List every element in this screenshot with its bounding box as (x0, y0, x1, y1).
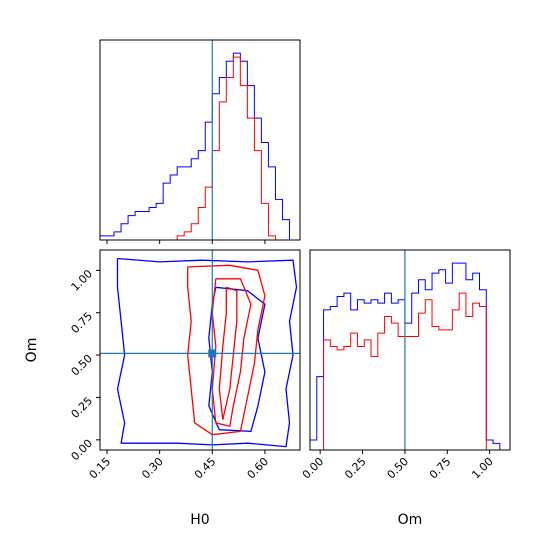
y-axis-label-om: Om (24, 338, 40, 363)
x-axis-label-om: Om (398, 512, 423, 528)
axes-frame (99, 39, 301, 241)
axes-frame (309, 249, 511, 451)
joint-series-2-contour-2 (211, 278, 252, 427)
joint-series-1-contour-1 (116, 257, 298, 448)
joint-series-2-contour-3 (218, 286, 238, 421)
joint-series-2-contour-1 (187, 264, 266, 436)
h0-marginal-histogram (99, 39, 301, 244)
x-axis-label-h0: H0 (190, 512, 209, 528)
h0-hist-series-1-step (99, 52, 300, 241)
axes-frame (99, 249, 301, 451)
joint-truth-marker (208, 349, 217, 358)
h0-om-contour-panel: 0.15 0.30 0.45 0.600.000.250.500.751.00 (69, 249, 301, 481)
joint-series-1-contour-2 (208, 286, 266, 433)
joint-contours (116, 257, 298, 448)
om-hist-series-2-step (310, 292, 510, 451)
